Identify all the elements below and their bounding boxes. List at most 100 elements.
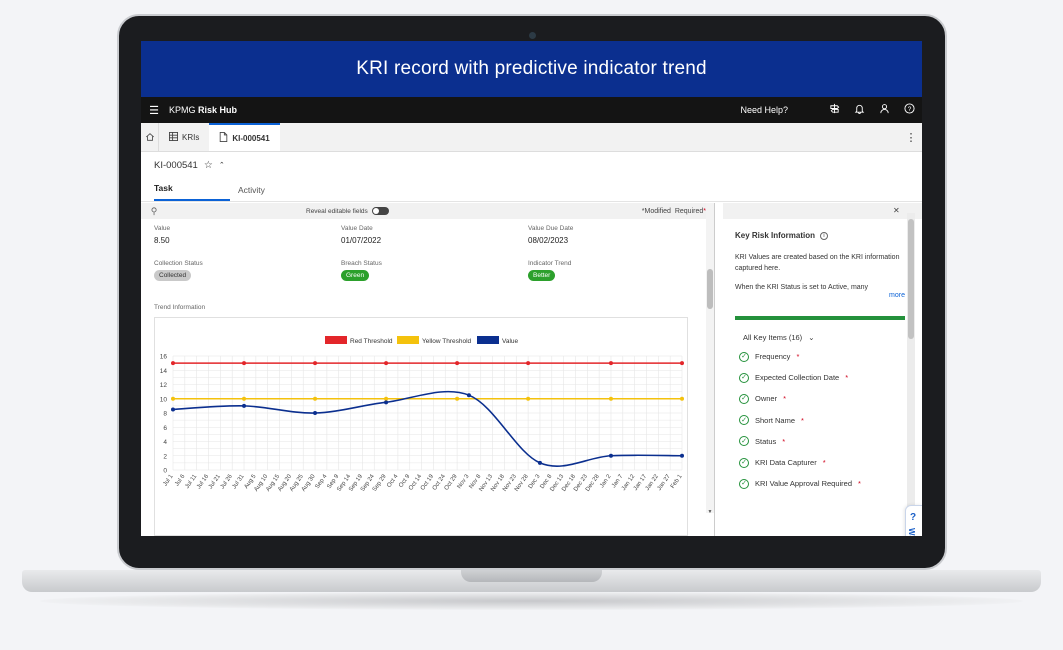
y-tick-label: 6 <box>163 425 167 432</box>
y-tick-label: 10 <box>160 396 168 403</box>
data-point <box>455 361 460 366</box>
key-item[interactable]: ✓ KRI Data Capturer * <box>739 452 905 473</box>
required-star: * <box>801 415 804 425</box>
record-tabs: KRIs KI-000541 ⋮ <box>141 123 922 152</box>
panel-title-row: Key Risk Information i <box>735 231 905 240</box>
all-key-items-dropdown[interactable]: All Key Items (16) ⌄ <box>743 333 905 342</box>
help-circle-icon[interactable]: ? <box>897 103 922 117</box>
reveal-editable-toggle[interactable]: Reveal editable fields <box>306 207 389 215</box>
tab-activity[interactable]: Activity <box>238 185 265 195</box>
panel-description-2: When the KRI Status is set to Active, ma… <box>735 284 869 291</box>
chevron-up-icon[interactable]: ⌃ <box>218 162 225 169</box>
key-item[interactable]: ✓ Frequency * <box>739 346 905 367</box>
data-point <box>680 453 684 458</box>
data-point <box>384 361 389 366</box>
app-topbar: ☰ KPMG Risk Hub Need Help? ? <box>141 97 922 123</box>
search-icon[interactable]: ⚲ <box>150 205 158 216</box>
legend-label: Red Threshold <box>350 338 393 345</box>
check-circle-icon: ✓ <box>739 436 749 447</box>
breach-status-label: Breach Status <box>341 260 382 267</box>
key-item[interactable]: ✓ Status * <box>739 431 905 452</box>
modified-label: *Modified <box>641 207 671 215</box>
key-item-label: KRI Data Capturer <box>755 458 817 468</box>
tab-kris[interactable]: KRIs <box>159 123 209 151</box>
scroll-down-arrow[interactable]: ▼ <box>707 509 713 515</box>
key-item-label: Short Name <box>755 415 796 425</box>
x-tick-label: Jan 27 <box>657 473 673 492</box>
key-risk-panel: ✕ Key Risk Information i KRI Values are … <box>723 203 922 536</box>
walk-me-through-button[interactable]: ? Walk Me Through <box>905 505 922 536</box>
key-item[interactable]: ✓ KRI Value Approval Required * <box>739 473 905 494</box>
data-point <box>313 361 318 366</box>
walk-label: Walk Me Through <box>907 528 916 536</box>
key-item[interactable]: ✓ Expected Collection Date * <box>739 367 905 388</box>
trend-label: Trend Information <box>154 304 206 311</box>
check-circle-icon: ✓ <box>739 478 749 489</box>
value-due-date-value: 08/02/2023 <box>528 236 569 245</box>
x-tick-label: Jul 1 <box>162 473 175 487</box>
signpost-icon[interactable] <box>822 103 847 117</box>
scrollbar-thumb[interactable] <box>707 269 713 309</box>
app-brand[interactable]: KPMG Risk Hub <box>169 105 237 115</box>
panel-scrollbar[interactable] <box>907 213 915 536</box>
hamburger-menu-icon[interactable]: ☰ <box>149 104 159 117</box>
panel-scroll-thumb[interactable] <box>908 219 914 339</box>
star-icon[interactable]: ☆ <box>203 159 213 171</box>
reveal-label: Reveal editable fields <box>306 207 368 215</box>
tab-kris-label: KRIs <box>182 132 200 142</box>
brand-suffix: Risk Hub <box>198 105 238 115</box>
key-item[interactable]: ✓ Short Name * <box>739 410 905 431</box>
key-item-label: Frequency <box>755 352 791 362</box>
check-circle-icon: ✓ <box>739 372 749 383</box>
required-star: * <box>783 394 787 404</box>
chevron-down-icon: ⌄ <box>808 333 815 342</box>
panel-header: ✕ <box>723 203 922 219</box>
required-star: * <box>782 436 786 446</box>
check-circle-icon: ✓ <box>739 415 749 426</box>
legend-swatch <box>397 336 419 344</box>
task-scrollbar[interactable]: ▼ <box>706 203 714 515</box>
user-icon[interactable] <box>872 103 897 117</box>
data-point <box>680 361 684 366</box>
indicator-trend-label: Indicator Trend <box>528 260 572 267</box>
camera-dot <box>529 32 536 39</box>
document-icon <box>219 132 228 144</box>
y-tick-label: 16 <box>160 354 168 361</box>
more-link[interactable]: more <box>889 292 905 299</box>
indicator-trend-badge: Better <box>528 270 556 281</box>
data-point <box>680 396 684 401</box>
value-value: 8.50 <box>154 236 170 245</box>
laptop-notch <box>461 570 602 582</box>
need-help-link[interactable]: Need Help? <box>740 105 788 115</box>
y-tick-label: 0 <box>163 468 167 475</box>
data-point <box>466 393 471 398</box>
table-icon <box>169 131 178 143</box>
data-point <box>537 460 542 465</box>
key-item[interactable]: ✓ Owner * <box>739 388 905 409</box>
task-pane: ⚲ Reveal editable fields *Modified Requi… <box>141 203 715 536</box>
data-point <box>526 396 531 401</box>
tab-task[interactable]: Task <box>154 183 230 201</box>
bell-icon[interactable] <box>847 103 872 117</box>
data-point <box>608 396 613 401</box>
breach-status-field: Breach Status Green <box>341 260 382 281</box>
y-tick-label: 4 <box>163 439 167 446</box>
banner-title: KRI record with predictive indicator tre… <box>356 58 707 79</box>
x-tick-label: Oct 4 <box>386 473 400 489</box>
toggle-switch[interactable] <box>371 207 389 215</box>
tab-record[interactable]: KI-000541 <box>209 123 280 151</box>
value-due-date-label: Value Due Date <box>528 225 574 232</box>
data-point <box>171 396 175 401</box>
kebab-icon[interactable]: ⋮ <box>905 131 917 144</box>
info-icon[interactable]: i <box>820 231 829 240</box>
close-icon[interactable]: ✕ <box>893 206 900 215</box>
progress-bar <box>735 316 905 320</box>
y-tick-label: 8 <box>163 411 167 418</box>
data-point <box>171 361 175 366</box>
field-toolstrip: ⚲ Reveal editable fields *Modified Requi… <box>141 203 714 219</box>
key-item-label: Owner <box>755 394 778 404</box>
trend-chart: 0 2 4 6 8 10 12 14 16 Jul 1 Jul 6 Jul 11 Jul 16 Jul 2… <box>154 317 688 536</box>
legend-label: Value <box>502 338 519 345</box>
home-icon[interactable] <box>141 123 159 151</box>
